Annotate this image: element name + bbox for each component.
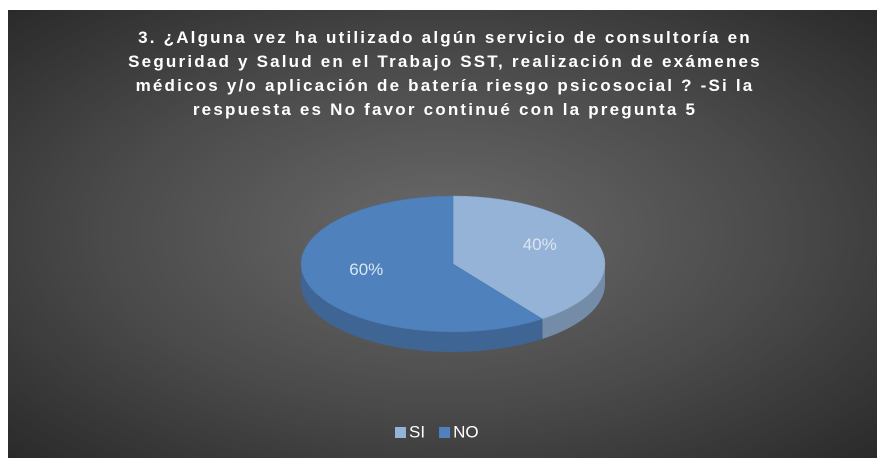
legend-swatch	[439, 427, 451, 438]
pie-slice	[452, 195, 606, 320]
slice-side	[542, 264, 605, 340]
legend-label: NO	[453, 422, 479, 441]
legend-swatch	[395, 427, 406, 438]
legend-label: SI	[409, 422, 425, 441]
data-label: 40%	[523, 235, 557, 254]
pie-slice	[300, 195, 543, 333]
slice-side	[301, 264, 543, 352]
data-label: 60%	[349, 260, 383, 279]
chart-title: 3. ¿Alguna vez ha utilizado algún servic…	[128, 28, 762, 119]
